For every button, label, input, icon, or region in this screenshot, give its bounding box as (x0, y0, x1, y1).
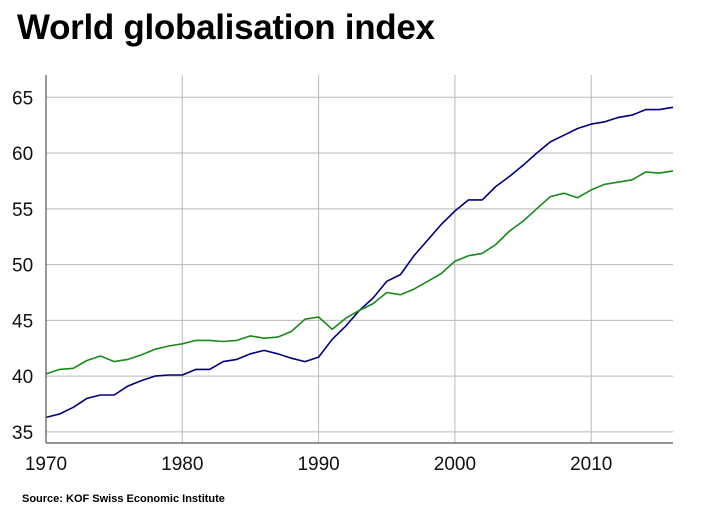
tick-labels: 35 40 45 50 55 60 65 1970 1980 1990 2000 2010 (12, 88, 612, 475)
y-tick-label: 65 (12, 88, 33, 109)
y-tick-label: 55 (12, 200, 33, 221)
x-tick-label: 2000 (434, 454, 476, 475)
y-tick-label: 60 (12, 144, 33, 165)
x-tick-label: 2010 (570, 454, 612, 475)
chart-title: World globalisation index (17, 8, 435, 47)
source-note: Source: KOF Swiss Economic Institute (22, 493, 225, 505)
x-tick-label: 1980 (161, 454, 203, 475)
series-line-2 (45, 170, 674, 375)
x-tick-label: 1970 (25, 454, 67, 475)
y-tick-label: 45 (12, 311, 33, 332)
series-line-1 (45, 106, 674, 419)
grid-lines (45, 75, 673, 443)
y-tick-label: 35 (12, 423, 33, 444)
series-lines (45, 106, 674, 419)
axes (45, 75, 673, 444)
x-tick-label: 1990 (297, 454, 339, 475)
y-tick-label: 50 (12, 256, 33, 277)
y-tick-label: 40 (12, 367, 33, 388)
